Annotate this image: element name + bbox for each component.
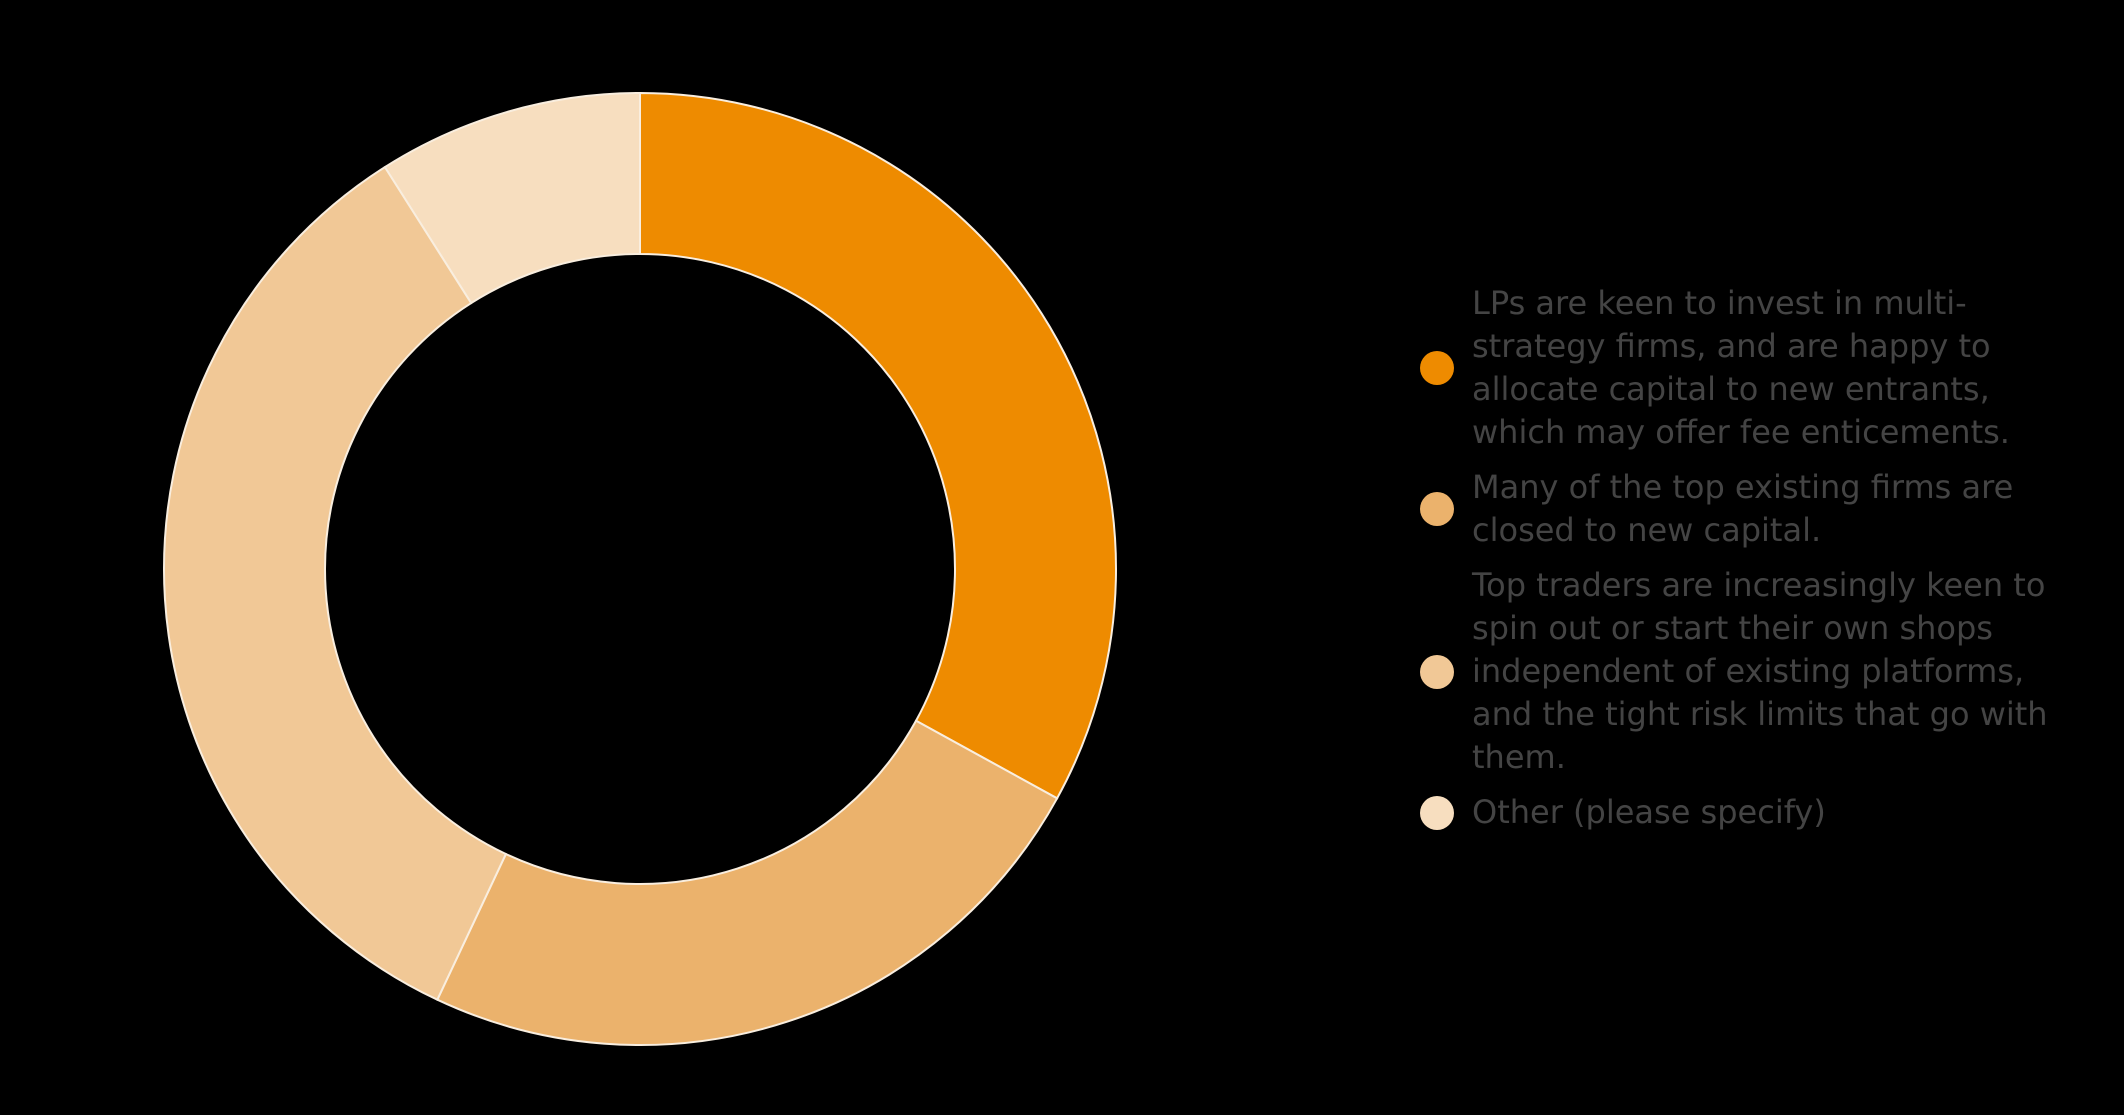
legend-label: Many of the top existing firms are close… [1472,468,2014,549]
legend-swatch-circle-icon [1420,795,1454,830]
legend-item: Many of the top existing firms are close… [1420,466,2060,552]
legend-label: Top traders are increasingly keen to spi… [1472,566,2048,776]
legend-item: Top traders are increasingly keen to spi… [1420,564,2060,779]
donut-slice-2 [435,719,1059,1046]
legend-swatch-circle-icon [1420,351,1454,385]
legend-label: Other (please specify) [1472,793,1826,831]
legend-label: LPs are keen to invest in multi-strategy… [1472,284,2010,451]
legend: LPs are keen to invest in multi-strategy… [1420,282,2060,846]
legend-item: LPs are keen to invest in multi-strategy… [1420,282,2060,454]
legend-swatch-circle-icon [1420,654,1454,689]
donut-chart [163,91,1117,1046]
legend-item: Other (please specify) [1420,791,2060,834]
donut-slice-3 [163,165,508,1002]
donut-slice-4 [383,91,641,305]
donut-slice-1 [639,91,1117,800]
legend-swatch-circle-icon [1420,492,1454,526]
